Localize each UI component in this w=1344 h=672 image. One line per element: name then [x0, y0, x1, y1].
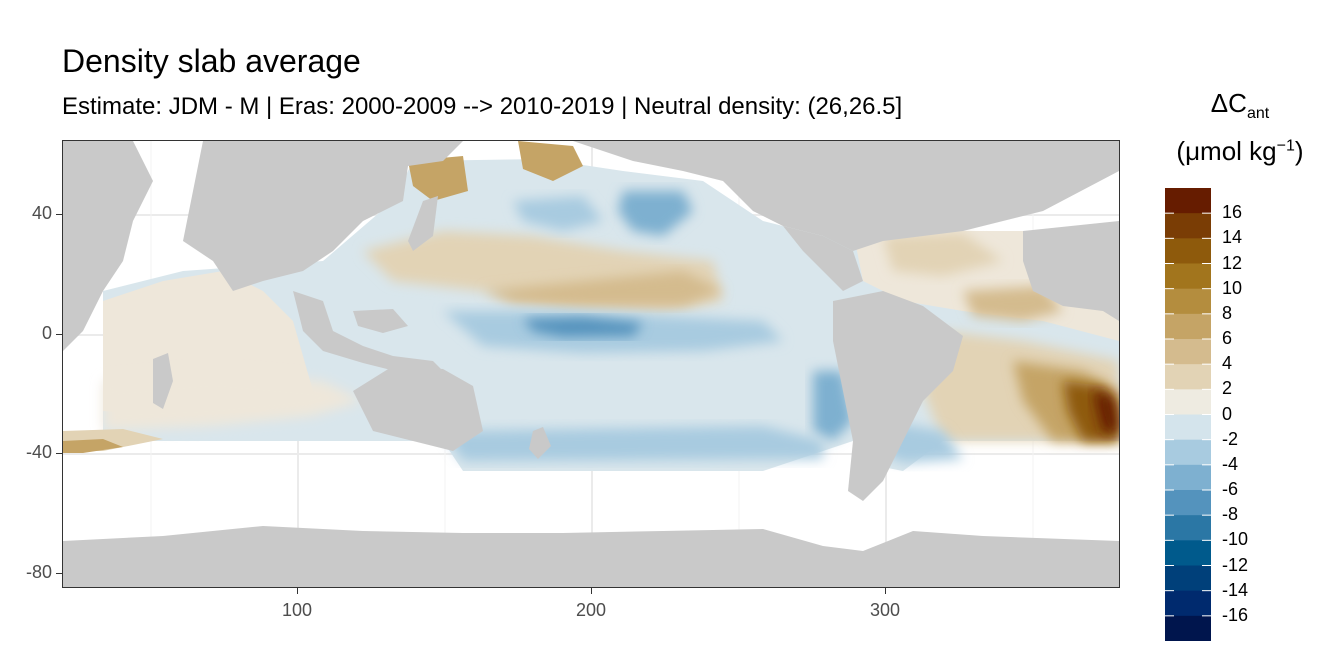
map-panel: [62, 140, 1120, 588]
legend-unit-close: ): [1294, 136, 1304, 166]
legend-label: 10: [1222, 277, 1243, 298]
land-masses: [63, 141, 1119, 587]
chart-title: Density slab average: [62, 43, 361, 79]
legend-unit-text: (μmol kg: [1176, 136, 1277, 166]
legend-swatch: [1165, 389, 1211, 415]
legend-swatch: [1165, 615, 1211, 641]
chart-subtitle: Estimate: JDM - M | Eras: 2000-2009 --> …: [62, 93, 903, 120]
map-svg: [63, 141, 1119, 587]
y-tick-label: -40: [25, 442, 52, 462]
legend-label: 2: [1222, 378, 1233, 399]
y-tick-label: 0: [41, 323, 52, 343]
legend-label: -12: [1222, 554, 1249, 575]
legend-colorbar: [1165, 188, 1211, 641]
x-tick-label: 200: [575, 600, 607, 620]
x-tick-mark: [297, 588, 298, 594]
legend-label: -4: [1222, 453, 1239, 474]
legend-label: -10: [1222, 529, 1249, 550]
legend-swatch: [1165, 515, 1211, 541]
legend-swatch: [1165, 364, 1211, 390]
y-tick-mark: [56, 214, 62, 215]
legend-swatch: [1165, 188, 1211, 214]
legend-swatch: [1165, 439, 1211, 466]
legend-label: 12: [1222, 252, 1243, 273]
legend-label: -2: [1222, 428, 1239, 449]
legend-swatch: [1165, 288, 1211, 315]
y-tick-mark: [56, 573, 62, 574]
legend-label: -14: [1222, 579, 1249, 600]
legend-label: -16: [1222, 604, 1249, 625]
legend-swatch: [1165, 263, 1211, 290]
legend-swatch: [1165, 213, 1211, 239]
legend-label: 14: [1222, 227, 1243, 248]
y-tick-mark: [56, 453, 62, 454]
legend-unit-exp: −1: [1276, 137, 1295, 155]
legend-title-sub: ant: [1246, 105, 1270, 123]
legend-swatch: [1165, 313, 1211, 340]
legend-swatch: [1165, 590, 1211, 617]
legend-label: 4: [1222, 353, 1233, 374]
legend-label: 16: [1222, 202, 1243, 223]
y-tick-label: 40: [31, 203, 52, 223]
legend-swatch: [1165, 464, 1211, 491]
legend-swatch: [1165, 414, 1211, 441]
x-tick-label: 100: [281, 600, 313, 620]
x-tick-mark: [591, 588, 592, 594]
legend-title: ΔCant: [1150, 88, 1330, 123]
x-tick-mark: [885, 588, 886, 594]
legend-swatch: [1165, 339, 1211, 365]
y-tick-mark: [56, 334, 62, 335]
legend-swatch: [1165, 565, 1211, 592]
legend-label: 8: [1222, 302, 1233, 323]
y-tick-label: -80: [25, 562, 52, 582]
x-tick-label: 300: [869, 600, 901, 620]
legend-swatch: [1165, 540, 1211, 566]
legend-label: 0: [1222, 403, 1233, 424]
legend-label: -8: [1222, 504, 1239, 525]
legend-unit: (μmol kg−1): [1150, 136, 1330, 167]
legend-title-main: ΔC: [1210, 88, 1247, 118]
legend-swatch: [1165, 490, 1211, 516]
legend-label: -6: [1222, 479, 1239, 499]
legend-label: 6: [1222, 328, 1233, 348]
legend-swatch: [1165, 238, 1211, 264]
